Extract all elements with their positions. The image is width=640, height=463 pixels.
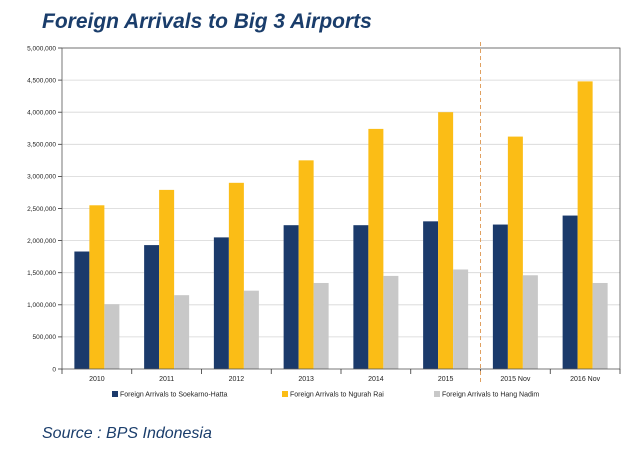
legend-swatch [282, 391, 288, 397]
y-tick-label: 1,500,000 [27, 270, 56, 277]
bar-3-2015-nov [522, 275, 538, 369]
bar-3-2014 [383, 275, 399, 369]
legend-label: Foreign Arrivals to Hang Nadim [442, 392, 539, 399]
bar-2-2011 [159, 189, 175, 369]
x-tick-label: 2015 Nov [500, 376, 530, 383]
bar-1-2012 [213, 237, 229, 369]
y-tick-label: 3,500,000 [27, 142, 56, 149]
legend-swatch [112, 391, 118, 397]
legend-swatch [434, 391, 440, 397]
y-tick-label: 4,500,000 [27, 77, 56, 84]
bar-3-2013 [313, 282, 329, 369]
x-tick-label: 2016 Nov [570, 376, 600, 383]
bar-1-2013 [283, 225, 299, 369]
bar-2-2010 [89, 205, 105, 369]
y-tick-label: 0 [52, 366, 56, 373]
bar-2-2012 [228, 182, 244, 369]
bar-3-2011 [174, 295, 190, 369]
y-tick-label: 2,000,000 [27, 238, 56, 245]
bar-2-2015-nov [507, 136, 523, 369]
bar-1-2016-nov [562, 215, 578, 369]
axes: 0 500,000 1,000,000 1,500,000 2,000,000 2,500… [27, 42, 621, 385]
x-tick-label: 2010 [89, 376, 105, 383]
y-tick-label: 2,500,000 [27, 206, 56, 213]
x-tick-label: 2011 [159, 376, 174, 383]
bar-1-2011 [144, 245, 160, 369]
y-tick-label: 5,000,000 [27, 45, 56, 52]
y-tick-label: 1,000,000 [27, 302, 56, 309]
bar-3-2015 [453, 269, 469, 369]
bar-2-2016-nov [577, 81, 593, 369]
x-tick-label: 2015 [438, 376, 454, 383]
legend-label: Foreign Arrivals to Ngurah Rai [290, 392, 384, 399]
bar-1-2015 [423, 221, 439, 369]
chart-title: Foreign Arrivals to Big 3 Airports [42, 10, 372, 33]
legend-label: Foreign Arrivals to Soekarno-Hatta [120, 392, 227, 399]
x-tick-label: 2014 [368, 376, 384, 383]
bar-1-2015-nov [492, 224, 508, 369]
y-tick-label: 4,000,000 [27, 110, 56, 117]
x-tick-label: 2013 [298, 376, 314, 383]
y-tick-label: 3,000,000 [27, 174, 56, 181]
bar-2-2013 [298, 160, 314, 369]
y-tick-label: 500,000 [33, 334, 57, 341]
bar-2-2014 [368, 128, 384, 369]
bar-2-2015 [438, 112, 454, 369]
source-note: Source : BPS Indonesia [42, 425, 212, 442]
bars [74, 81, 608, 369]
bar-3-2012 [243, 290, 259, 369]
bar-1-2014 [353, 225, 369, 369]
bar-3-2016-nov [592, 282, 608, 369]
legend: Foreign Arrivals to Soekarno-Hatta Foreig… [112, 391, 539, 399]
x-tick-label: 2012 [229, 376, 245, 383]
bar-1-2010 [74, 251, 90, 369]
bar-3-2010 [104, 304, 120, 369]
